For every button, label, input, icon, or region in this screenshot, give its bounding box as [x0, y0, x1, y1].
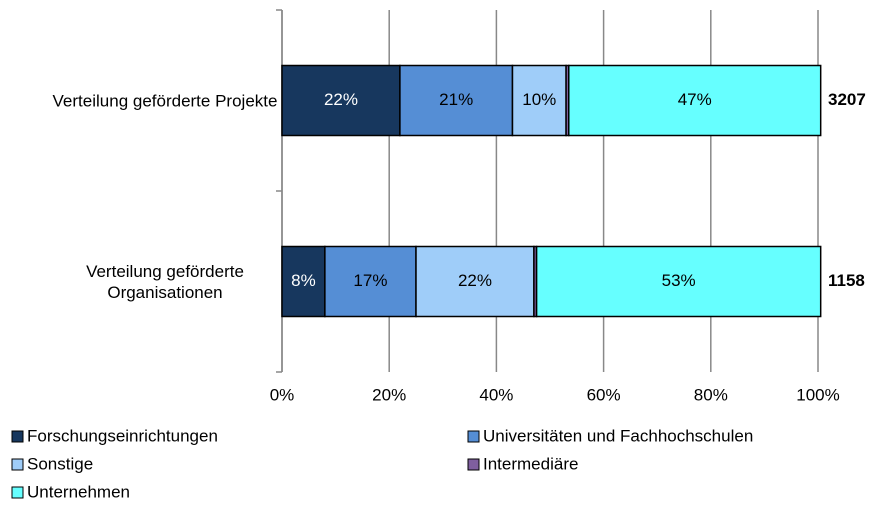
x-tick-label: 40% [479, 385, 513, 404]
legend-swatch [11, 430, 24, 443]
total-label: 1158 [828, 271, 865, 290]
bar-segment [324, 245, 417, 318]
category-label: Verteilung geförderte Projekte [52, 91, 278, 110]
legend-swatch [11, 458, 24, 471]
x-tick-label: 0% [270, 385, 295, 404]
data-label: 21% [439, 90, 473, 109]
x-tick-label: 60% [587, 385, 621, 404]
x-tick-label: 80% [694, 385, 728, 404]
legend-label: Forschungseinrichtungen [27, 426, 218, 445]
data-label: 53% [662, 271, 696, 290]
bar-segment [568, 64, 822, 137]
legend-swatch [467, 458, 480, 471]
bar-segment [415, 245, 535, 318]
legend-label: Intermediäre [483, 454, 578, 473]
legend-swatch [11, 486, 24, 499]
category-label: Verteilung geförderte Organisationen [86, 261, 244, 302]
data-label: 22% [458, 271, 492, 290]
bar-segment [511, 64, 567, 137]
legend-label: Universitäten und Fachhochschulen [483, 426, 753, 445]
data-label: 22% [324, 90, 358, 109]
bar-segment [399, 64, 514, 137]
data-label: 17% [353, 271, 387, 290]
x-tick-label: 20% [372, 385, 406, 404]
x-tick-label: 100% [796, 385, 839, 404]
bar-segment [535, 245, 822, 318]
data-label: 8% [291, 271, 316, 290]
legend-label: Unternehmen [27, 482, 130, 501]
data-label: 47% [678, 90, 712, 109]
legend-label: Sonstige [27, 454, 93, 473]
data-label: 10% [522, 90, 556, 109]
total-label: 3207 [828, 90, 866, 109]
legend-swatch [467, 430, 480, 443]
